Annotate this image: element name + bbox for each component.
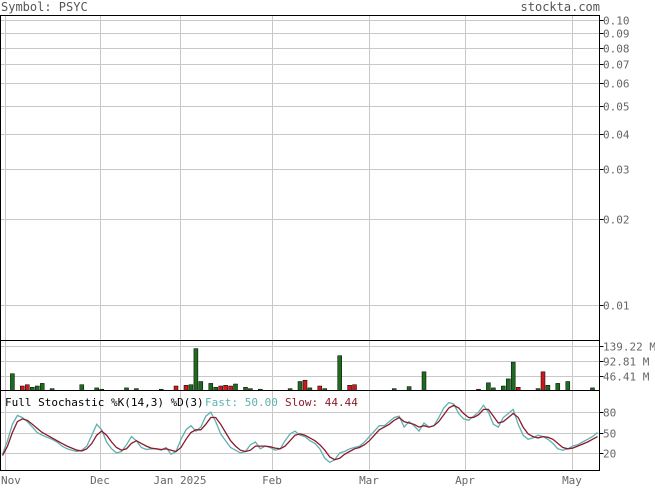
volume-bar bbox=[421, 371, 427, 391]
volume-bar bbox=[20, 385, 25, 391]
volume-bar bbox=[25, 384, 30, 391]
volume-bar bbox=[228, 385, 233, 391]
volume-tick-label: 92.81 M bbox=[603, 356, 650, 369]
volume-bar bbox=[198, 381, 204, 391]
stoch-tick-label: 80 bbox=[603, 407, 616, 420]
volume-bar bbox=[317, 385, 323, 391]
fast-stochastic-line bbox=[1, 401, 598, 464]
month-label: Feb bbox=[262, 474, 282, 486]
volume-bar bbox=[406, 386, 412, 391]
volume-bar bbox=[486, 382, 491, 391]
volume-tick-label: 139.22 M bbox=[603, 341, 655, 354]
volume-bar bbox=[188, 384, 194, 391]
volume-bar bbox=[10, 373, 15, 391]
slow-stochastic-line bbox=[1, 404, 598, 461]
month-label: May bbox=[562, 474, 582, 486]
price-tick-label: 0.04 bbox=[603, 129, 630, 142]
month-label: Mar bbox=[359, 474, 379, 486]
month-label: Jan 2025 bbox=[154, 474, 207, 486]
volume-bar bbox=[545, 385, 551, 391]
volume-bar bbox=[501, 385, 506, 391]
panel-frame bbox=[0, 390, 600, 471]
volume-bar bbox=[555, 383, 561, 391]
volume-bars bbox=[10, 348, 595, 391]
month-label: Dec bbox=[90, 474, 110, 486]
volume-bar bbox=[297, 381, 303, 391]
stoch-tick-label: 20 bbox=[603, 448, 616, 461]
volume-bar bbox=[34, 385, 40, 391]
volume-bar bbox=[506, 378, 511, 391]
brand-label[interactable]: stockta.com bbox=[520, 0, 600, 14]
stoch-tick-label: 50 bbox=[603, 428, 616, 441]
volume-bar bbox=[218, 385, 223, 391]
price-tick-label: 0.03 bbox=[603, 164, 630, 177]
slow-label: Slow: 44.44 bbox=[285, 396, 358, 409]
volume-bar bbox=[233, 383, 238, 391]
volume-bar bbox=[39, 383, 45, 391]
volume-bar bbox=[565, 381, 571, 391]
grid-lines bbox=[0, 15, 600, 471]
volume-tick-label: 46.41 M bbox=[603, 371, 650, 384]
symbol-label: Symbol: PSYC bbox=[1, 0, 88, 14]
volume-bar bbox=[173, 385, 179, 391]
price-tick-label: 0.06 bbox=[603, 78, 630, 91]
price-tick-label: 0.08 bbox=[603, 43, 630, 56]
price-tick-label: 0.02 bbox=[603, 214, 630, 227]
stoch-title: Full Stochastic %K(14,3) %D(3) bbox=[5, 396, 204, 409]
price-tick-label: 0.05 bbox=[603, 101, 630, 114]
month-label: Apr bbox=[455, 474, 475, 486]
volume-bar bbox=[79, 384, 85, 391]
panel-frames bbox=[0, 15, 600, 471]
volume-bar bbox=[510, 361, 516, 391]
volume-bar bbox=[352, 384, 357, 391]
month-label: Nov bbox=[1, 474, 21, 486]
volume-bar bbox=[183, 385, 189, 391]
volume-bar bbox=[223, 385, 228, 391]
volume-bar bbox=[337, 355, 342, 391]
volume-bar bbox=[302, 379, 308, 391]
price-tick-label: 0.10 bbox=[603, 15, 630, 28]
volume-bar bbox=[193, 348, 199, 391]
price-tick-label: 0.07 bbox=[603, 59, 630, 72]
volume-bar bbox=[347, 385, 352, 391]
fast-label: Fast: 50.00 bbox=[205, 396, 278, 409]
price-tick-label: 0.01 bbox=[603, 300, 630, 313]
volume-bar bbox=[208, 383, 214, 391]
volume-bar bbox=[540, 371, 546, 391]
price-tick-label: 0.09 bbox=[603, 28, 630, 41]
